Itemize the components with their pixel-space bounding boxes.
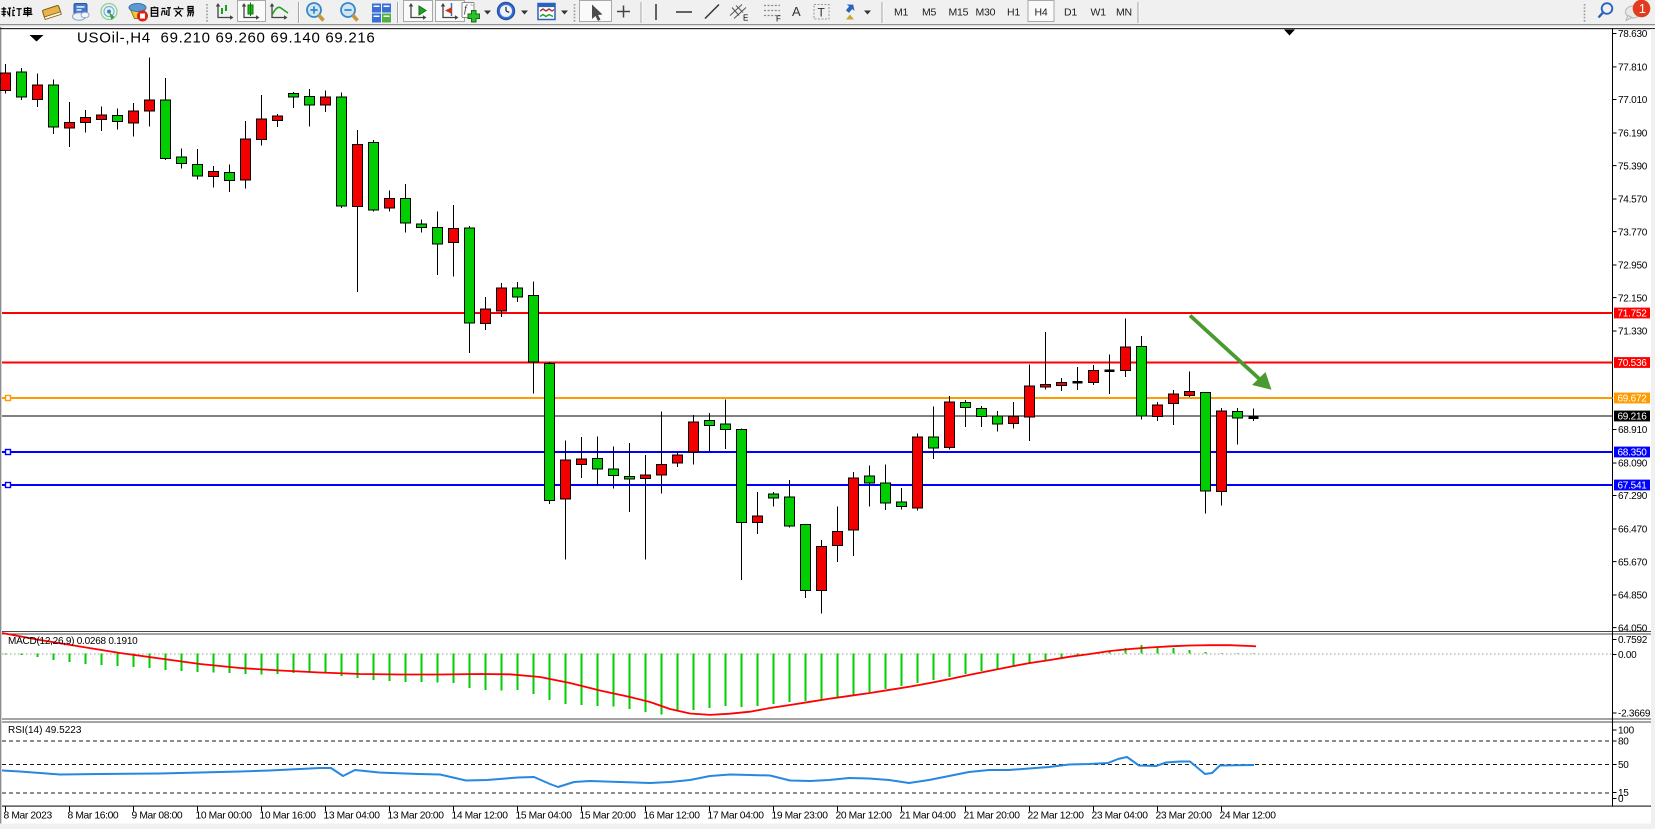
svg-text:8 Mar 16:00: 8 Mar 16:00 bbox=[68, 811, 119, 822]
svg-text:68.090: 68.090 bbox=[1618, 459, 1648, 470]
svg-text:f: f bbox=[464, 4, 468, 15]
svg-text:68.350: 68.350 bbox=[1618, 448, 1648, 459]
svg-text:17 Mar 04:00: 17 Mar 04:00 bbox=[708, 811, 765, 822]
svg-text:10 Mar 16:00: 10 Mar 16:00 bbox=[260, 811, 317, 822]
svg-text:1: 1 bbox=[1639, 1, 1646, 16]
svg-text:H4: H4 bbox=[1035, 7, 1048, 19]
svg-text:16 Mar 12:00: 16 Mar 12:00 bbox=[644, 811, 701, 822]
svg-text:F: F bbox=[776, 15, 781, 24]
svg-text:A: A bbox=[792, 4, 801, 19]
svg-text:0.7592: 0.7592 bbox=[1618, 635, 1648, 646]
svg-text:69.672: 69.672 bbox=[1618, 394, 1648, 405]
svg-text:D1: D1 bbox=[1064, 7, 1077, 19]
svg-text:M1: M1 bbox=[894, 7, 909, 19]
svg-text:14 Mar 12:00: 14 Mar 12:00 bbox=[452, 811, 509, 822]
svg-text:22 Mar 12:00: 22 Mar 12:00 bbox=[1028, 811, 1085, 822]
svg-text:RSI(14) 49.5223: RSI(14) 49.5223 bbox=[8, 725, 82, 736]
svg-text:66.470: 66.470 bbox=[1618, 525, 1648, 536]
svg-text:21 Mar 04:00: 21 Mar 04:00 bbox=[900, 811, 957, 822]
svg-text:65.670: 65.670 bbox=[1618, 557, 1648, 568]
svg-text:0.00: 0.00 bbox=[1618, 650, 1637, 661]
svg-text:W1: W1 bbox=[1091, 7, 1107, 19]
svg-text:74.570: 74.570 bbox=[1618, 195, 1648, 206]
svg-text:-2.3669: -2.3669 bbox=[1618, 709, 1651, 720]
svg-text:T: T bbox=[818, 6, 826, 20]
svg-text:78.630: 78.630 bbox=[1618, 29, 1648, 40]
svg-text:USOil-,H4 69.210 69.260 69.14: USOil-,H4 69.210 69.260 69.140 69.216 bbox=[77, 30, 375, 47]
svg-text:10 Mar 00:00: 10 Mar 00:00 bbox=[196, 811, 253, 822]
svg-text:67.541: 67.541 bbox=[1618, 481, 1648, 492]
svg-text:H1: H1 bbox=[1007, 7, 1020, 19]
svg-text:M30: M30 bbox=[976, 7, 996, 19]
svg-text:71.752: 71.752 bbox=[1618, 309, 1648, 320]
svg-text:50: 50 bbox=[1618, 760, 1629, 771]
svg-text:MN: MN bbox=[1116, 7, 1132, 19]
svg-text:77.010: 77.010 bbox=[1618, 95, 1648, 106]
svg-text:77.810: 77.810 bbox=[1618, 63, 1648, 74]
svg-text:80: 80 bbox=[1618, 737, 1629, 748]
svg-text:15: 15 bbox=[1618, 788, 1629, 799]
svg-text:8 Mar 2023: 8 Mar 2023 bbox=[4, 811, 53, 822]
svg-text:69.216: 69.216 bbox=[1618, 412, 1648, 423]
svg-text:23 Mar 04:00: 23 Mar 04:00 bbox=[1092, 811, 1149, 822]
svg-text:23 Mar 20:00: 23 Mar 20:00 bbox=[1156, 811, 1213, 822]
svg-text:19 Mar 23:00: 19 Mar 23:00 bbox=[772, 811, 829, 822]
svg-text:15 Mar 20:00: 15 Mar 20:00 bbox=[580, 811, 637, 822]
svg-text:72.950: 72.950 bbox=[1618, 261, 1648, 272]
svg-text:76.190: 76.190 bbox=[1618, 129, 1648, 140]
svg-text:73.770: 73.770 bbox=[1618, 227, 1648, 238]
svg-text:64.050: 64.050 bbox=[1618, 623, 1648, 634]
svg-text:64.850: 64.850 bbox=[1618, 591, 1648, 602]
svg-text:20 Mar 12:00: 20 Mar 12:00 bbox=[836, 811, 893, 822]
svg-text:21 Mar 20:00: 21 Mar 20:00 bbox=[964, 811, 1021, 822]
svg-text:75.390: 75.390 bbox=[1618, 161, 1648, 172]
svg-text:M15: M15 bbox=[949, 7, 969, 19]
svg-text:MACD(12,26,9) 0.0268 0.1910: MACD(12,26,9) 0.0268 0.1910 bbox=[8, 636, 138, 647]
svg-text:68.910: 68.910 bbox=[1618, 425, 1648, 436]
svg-text:24 Mar 12:00: 24 Mar 12:00 bbox=[1220, 811, 1277, 822]
svg-text:72.150: 72.150 bbox=[1618, 293, 1648, 304]
svg-text:13 Mar 20:00: 13 Mar 20:00 bbox=[388, 811, 445, 822]
svg-text:9 Mar 08:00: 9 Mar 08:00 bbox=[132, 811, 183, 822]
svg-text:100: 100 bbox=[1618, 726, 1635, 737]
svg-text:15 Mar 04:00: 15 Mar 04:00 bbox=[516, 811, 573, 822]
svg-text:E: E bbox=[743, 14, 748, 23]
svg-text:0: 0 bbox=[1618, 794, 1624, 805]
svg-text:67.290: 67.290 bbox=[1618, 491, 1648, 502]
svg-text:71.330: 71.330 bbox=[1618, 327, 1648, 338]
svg-text:70.536: 70.536 bbox=[1618, 358, 1648, 369]
svg-text:13 Mar 04:00: 13 Mar 04:00 bbox=[324, 811, 381, 822]
svg-text:M5: M5 bbox=[922, 7, 937, 19]
